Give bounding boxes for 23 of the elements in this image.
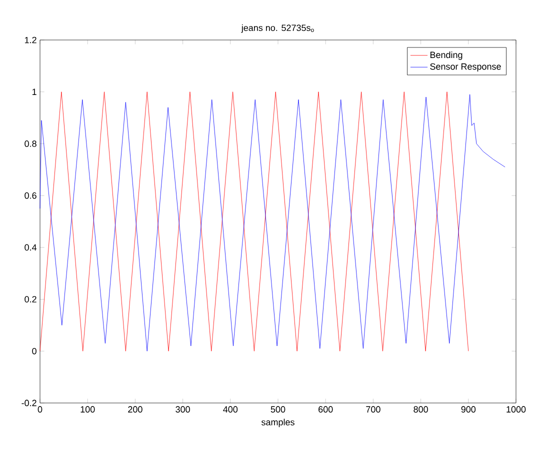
x-tick-label: 400 (223, 406, 238, 413)
x-tick-label: 600 (318, 406, 333, 413)
x-tick-label: 0 (38, 406, 42, 413)
y-tick-label: 1 (32, 88, 36, 95)
x-tick-label: 100 (80, 406, 95, 413)
x-tick-label: 200 (128, 406, 142, 413)
x-tick-label: 1000 (506, 406, 526, 413)
y-tick-label: 0.8 (24, 140, 36, 147)
x-tick-label: 800 (414, 406, 428, 413)
y-tick-label: 0.4 (24, 244, 37, 251)
legend-label: Sensor Response (430, 63, 501, 72)
x-axis-title: samples (262, 418, 294, 428)
x-tick-label: 300 (176, 406, 190, 413)
y-tick-label: -0.2 (22, 400, 36, 406)
x-tick-label: 900 (461, 406, 476, 413)
y-tick-label: 0 (32, 348, 36, 354)
x-tick-label: 700 (366, 406, 380, 413)
legend-label: Bending (430, 51, 462, 60)
y-tick-label: 1.2 (24, 36, 36, 44)
x-tick-label: 500 (270, 406, 286, 413)
y-tick-label: 0.2 (24, 296, 36, 302)
y-tick-label: 0.6 (24, 192, 36, 199)
chart-title: jeans no. 52735s$_{o}$ (241, 24, 314, 33)
